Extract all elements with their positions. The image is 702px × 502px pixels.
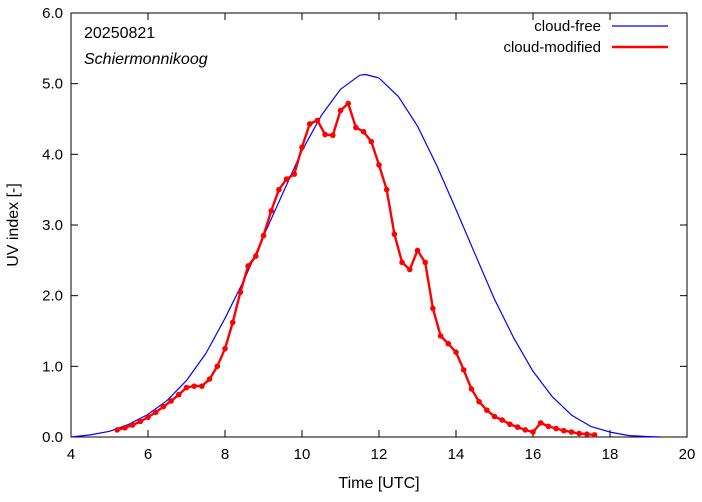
data-point-cloud-modified [360,128,367,135]
data-point-cloud-modified [306,121,313,127]
data-point-cloud-modified [260,232,267,239]
data-point-cloud-modified [237,289,244,295]
data-point-cloud-modified [183,384,190,391]
data-point-cloud-modified [206,376,213,382]
x-tick-label: 6 [144,446,152,463]
data-point-cloud-modified [114,427,120,433]
data-point-cloud-modified [214,363,221,370]
data-point-cloud-modified [561,427,567,434]
y-axis-title: UV index [-] [5,183,22,267]
data-point-cloud-modified [391,231,398,237]
x-tick-label: 14 [448,446,465,463]
data-point-cloud-modified [530,429,536,435]
data-point-cloud-modified [499,417,506,423]
data-point-cloud-modified [484,407,490,413]
data-point-cloud-modified [145,414,151,421]
data-point-cloud-modified [584,431,590,437]
data-point-cloud-modified [345,100,352,107]
data-point-cloud-modified [407,266,413,273]
x-tick-label: 16 [525,446,542,463]
axis-ticks [70,12,688,438]
data-point-cloud-modified [191,383,197,389]
data-point-cloud-modified [129,422,136,428]
y-tick-label: 4.0 [42,146,63,163]
plot-area [70,12,688,438]
data-point-cloud-modified [399,259,405,266]
x-tick-label: 12 [371,446,388,463]
y-tick-label: 6.0 [42,5,63,22]
data-point-cloud-modified [414,247,421,254]
legend-label-cloud-modified: cloud-modified [503,39,601,56]
data-point-cloud-modified [568,429,575,435]
data-point-cloud-modified [291,171,298,177]
x-tick-label: 4 [67,446,75,463]
data-point-cloud-modified [276,186,282,193]
data-point-cloud-modified [383,186,390,193]
data-point-cloud-modified [453,349,459,356]
x-tick-label: 20 [679,446,696,463]
data-point-cloud-modified [330,132,336,139]
data-point-cloud-modified [245,263,251,269]
y-tick-label: 2.0 [42,288,63,305]
x-tick-label: 18 [602,446,619,463]
y-tick-label: 0.0 [42,429,63,446]
data-point-cloud-modified [507,421,513,428]
data-point-cloud-modified [299,144,305,151]
annotation-location: Schiermonnikoog [84,51,208,68]
x-tick-label: 8 [221,446,229,463]
data-point-cloud-modified [445,340,452,347]
data-point-cloud-modified [514,424,521,430]
data-point-cloud-modified [430,305,436,312]
data-point-cloud-modified [229,319,236,326]
series-line-cloud-free [70,73,661,438]
data-point-cloud-modified [576,430,582,437]
data-point-cloud-modified [368,138,375,145]
data-point-cloud-modified [314,117,321,124]
data-point-cloud-modified [322,131,328,138]
data-point-cloud-modified [283,176,290,182]
data-point-cloud-modified [491,413,498,420]
annotation-date: 20250821 [84,25,155,42]
data-point-cloud-modified [591,432,598,438]
x-axis-title: Time [UTC] [338,475,419,492]
y-tick-labels: 0.0 1.0 2.0 3.0 4.0 5.0 6.0 [42,5,63,446]
data-point-cloud-modified [176,391,182,398]
data-point-cloud-modified [268,208,275,214]
data-point-cloud-modified [476,398,482,405]
data-point-cloud-modified [199,383,205,389]
y-tick-label: 1.0 [42,358,63,375]
data-point-cloud-modified [522,427,529,433]
data-point-cloud-modified [376,162,382,168]
data-point-cloud-modified [422,259,429,266]
data-point-cloud-modified [537,420,544,426]
x-tick-label: 10 [294,446,311,463]
data-point-cloud-modified [253,253,259,259]
data-point-cloud-modified [137,418,144,425]
data-point-cloud-modified [160,403,167,410]
data-point-cloud-modified [460,367,467,373]
data-point-cloud-modified [437,333,444,339]
x-tick-labels: 4 6 8 10 12 14 16 18 20 [67,446,696,463]
data-point-cloud-modified [553,425,559,432]
data-point-cloud-modified [468,386,475,392]
legend: cloud-free cloud-modified [503,18,668,56]
data-point-cloud-modified [545,423,552,430]
y-tick-label: 5.0 [42,76,63,93]
legend-label-cloud-free: cloud-free [534,18,601,35]
data-point-cloud-modified [353,124,359,131]
series-layer [70,73,661,438]
data-point-cloud-modified [152,409,159,416]
data-point-cloud-modified [168,398,174,404]
data-point-cloud-modified [337,107,344,114]
y-tick-label: 3.0 [42,217,63,234]
data-point-cloud-modified [222,345,228,352]
data-point-cloud-modified [122,425,128,431]
